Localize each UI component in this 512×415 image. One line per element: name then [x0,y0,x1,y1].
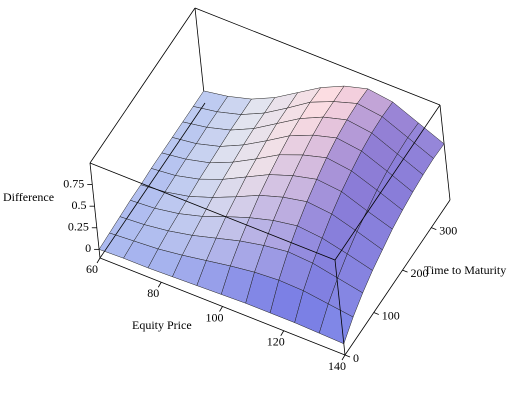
x-tick [96,257,101,264]
x-tick-label: 140 [328,359,346,373]
box-edge [344,199,451,356]
box-edge [89,162,101,259]
x-axis-label: Equity Price [132,318,192,332]
x-tick-label: 80 [147,286,159,300]
x-tick-label: 120 [267,335,285,349]
z-tick-label: 0 [85,241,91,255]
box-edge [194,7,206,104]
y-axis-label: Time to Maturity [424,263,506,277]
z-tick-label: 0.75 [63,176,84,190]
x-tick [341,354,346,361]
z-axis-label: Difference [3,190,54,204]
y-tick-label: 200 [411,266,429,280]
y-tick [373,312,379,315]
y-tick-label: 100 [382,308,400,322]
x-tick [280,330,285,336]
y-tick-label: 0 [353,351,359,365]
box-edge [89,162,336,261]
y-tick [344,354,351,358]
y-tick [402,269,408,273]
box-edge [439,104,451,201]
z-tick-label: 0.25 [68,220,89,234]
x-tick-label: 100 [206,310,224,324]
box-edge [194,7,441,106]
y-tick [431,227,437,230]
x-tick [157,282,162,288]
surface-cell [318,303,354,345]
box-edge [334,104,441,261]
x-tick-label: 60 [86,262,98,276]
y-tick-label: 300 [439,223,457,237]
box-edge [99,102,206,259]
x-tick [219,306,223,312]
z-tick-label: 0.5 [72,198,87,212]
box-edge [89,7,196,164]
box-edge [334,259,346,356]
